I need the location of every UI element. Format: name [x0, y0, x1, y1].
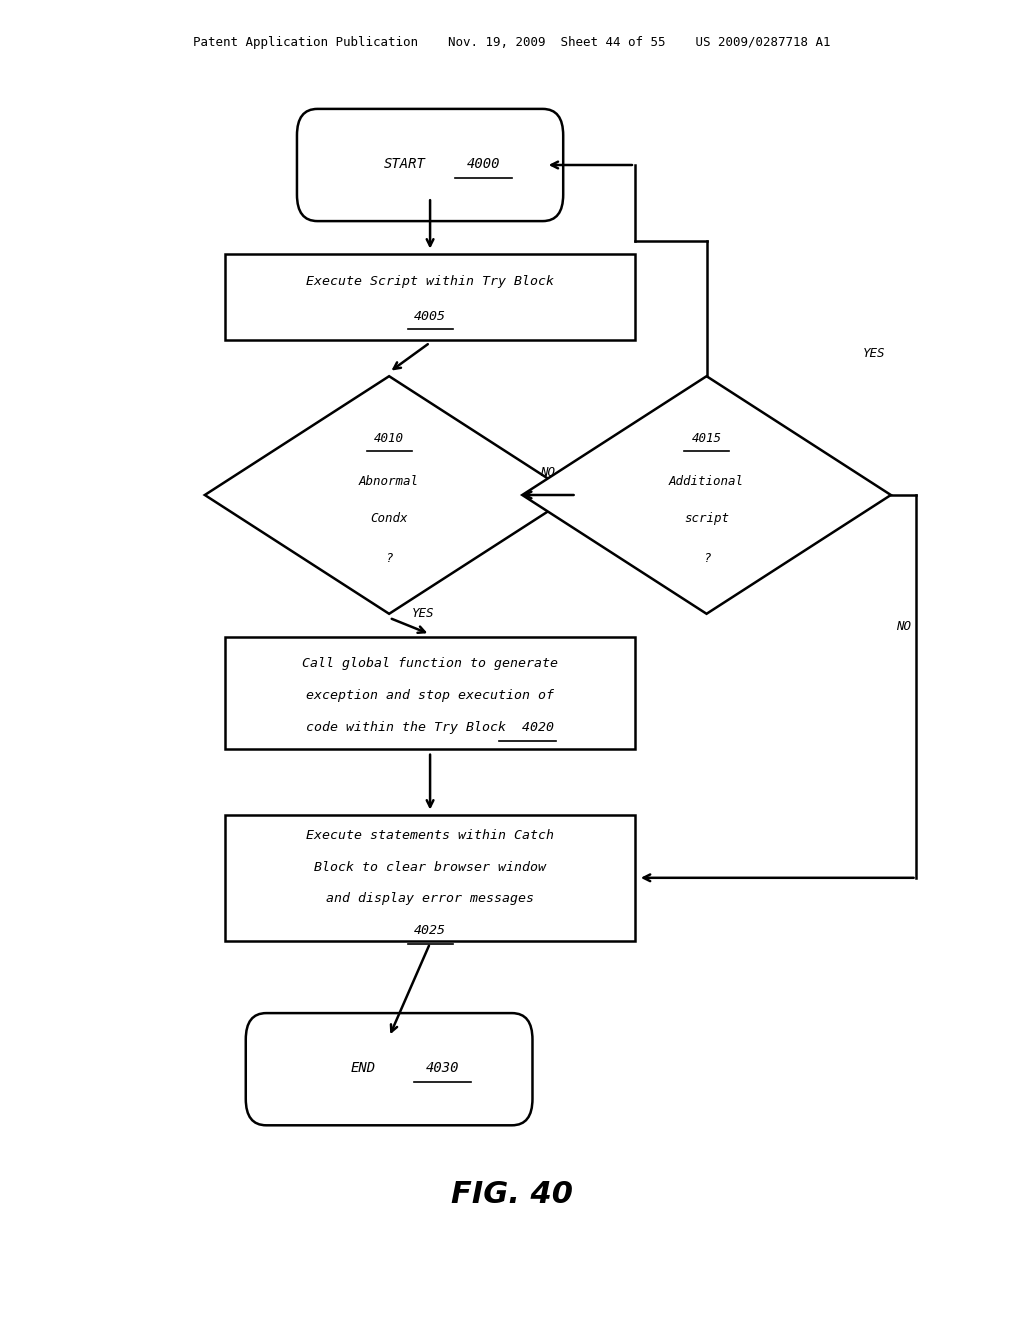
Text: Condx: Condx [371, 512, 408, 525]
Text: exception and stop execution of: exception and stop execution of [306, 689, 554, 702]
FancyBboxPatch shape [246, 1014, 532, 1125]
Text: FIG. 40: FIG. 40 [451, 1180, 573, 1209]
Bar [225, 253, 635, 339]
Text: 4015: 4015 [691, 432, 722, 445]
Text: NO: NO [896, 620, 911, 634]
Text: ?: ? [702, 552, 711, 565]
Text: NO: NO [541, 466, 555, 479]
Text: script: script [684, 512, 729, 525]
Text: YES: YES [412, 607, 434, 620]
Text: Patent Application Publication    Nov. 19, 2009  Sheet 44 of 55    US 2009/02877: Patent Application Publication Nov. 19, … [194, 36, 830, 49]
Text: Call global function to generate: Call global function to generate [302, 657, 558, 671]
Text: START: START [384, 157, 425, 170]
Polygon shape [522, 376, 891, 614]
Text: ?: ? [385, 552, 393, 565]
Text: 4030: 4030 [426, 1061, 459, 1074]
Text: Abnormal: Abnormal [359, 475, 419, 488]
Text: Execute statements within Catch: Execute statements within Catch [306, 829, 554, 842]
FancyBboxPatch shape [297, 110, 563, 220]
Polygon shape [205, 376, 573, 614]
Text: END: END [351, 1061, 376, 1074]
Text: Additional: Additional [669, 475, 744, 488]
Text: code within the Try Block  4020: code within the Try Block 4020 [306, 721, 554, 734]
Text: 4025: 4025 [414, 924, 446, 937]
Text: Execute Script within Try Block: Execute Script within Try Block [306, 275, 554, 288]
Text: and display error messages: and display error messages [326, 892, 535, 906]
Text: 4000: 4000 [467, 157, 500, 170]
Bar [225, 814, 635, 940]
Text: 4010: 4010 [374, 432, 404, 445]
Text: YES: YES [863, 347, 886, 360]
Text: Block to clear browser window: Block to clear browser window [314, 861, 546, 874]
Text: 4005: 4005 [414, 310, 446, 323]
Bar [225, 638, 635, 750]
